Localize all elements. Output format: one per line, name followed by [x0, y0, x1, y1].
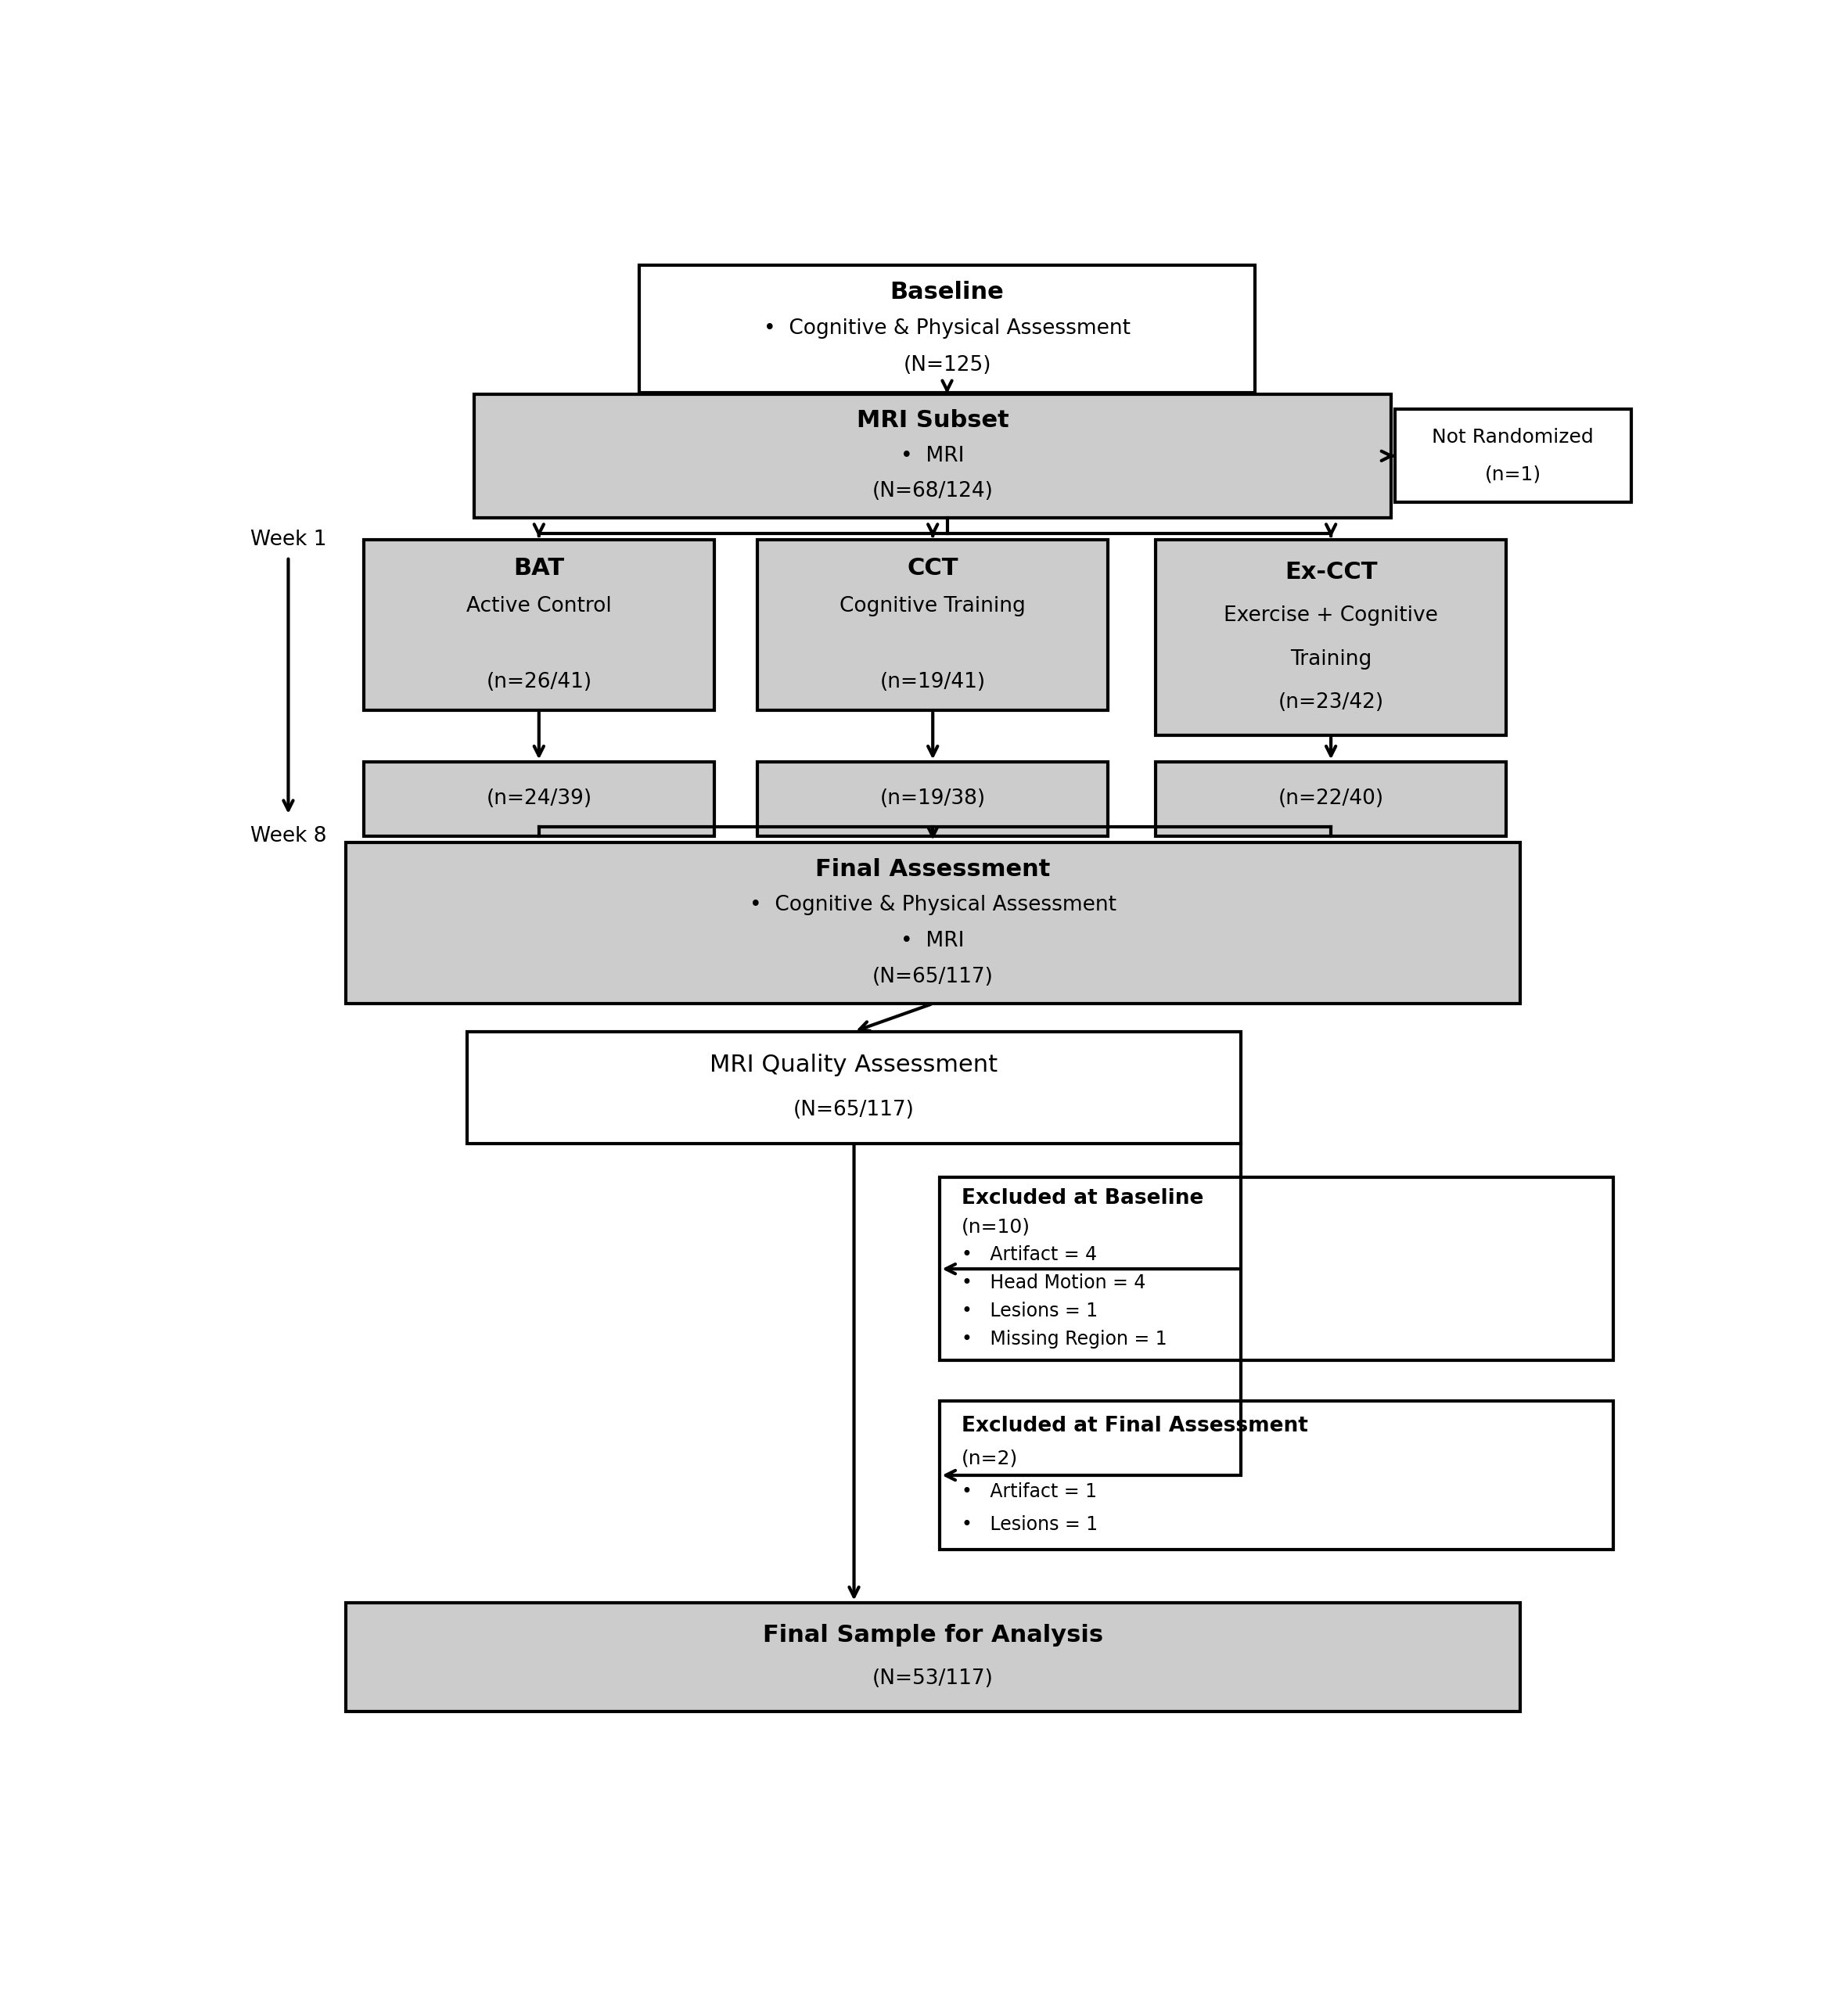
Text: (n=1): (n=1): [1484, 465, 1541, 484]
FancyBboxPatch shape: [639, 266, 1255, 393]
FancyBboxPatch shape: [1155, 540, 1506, 735]
Text: (n=19/41): (n=19/41): [880, 671, 985, 691]
Text: (N=125): (N=125): [904, 355, 991, 375]
FancyBboxPatch shape: [758, 540, 1109, 711]
Text: Not Randomized: Not Randomized: [1432, 427, 1593, 447]
Text: •   Lesions = 1: • Lesions = 1: [961, 1302, 1098, 1320]
Text: •  MRI: • MRI: [900, 445, 965, 465]
Text: •  Cognitive & Physical Assessment: • Cognitive & Physical Assessment: [748, 895, 1116, 915]
FancyBboxPatch shape: [758, 762, 1109, 836]
Text: BAT: BAT: [514, 556, 564, 580]
Text: •   Artifact = 4: • Artifact = 4: [961, 1245, 1098, 1263]
Text: (n=10): (n=10): [961, 1217, 1031, 1235]
Text: •   Head Motion = 4: • Head Motion = 4: [961, 1273, 1146, 1292]
FancyBboxPatch shape: [941, 1400, 1613, 1550]
Text: Exercise + Cognitive: Exercise + Cognitive: [1223, 607, 1438, 627]
Text: Cognitive Training: Cognitive Training: [839, 596, 1026, 617]
Text: (n=26/41): (n=26/41): [486, 671, 591, 691]
Text: Final Assessment: Final Assessment: [815, 858, 1050, 881]
Text: •   Missing Region = 1: • Missing Region = 1: [961, 1330, 1166, 1348]
Text: (N=68/124): (N=68/124): [872, 482, 994, 502]
Text: Week 1: Week 1: [249, 530, 327, 550]
FancyBboxPatch shape: [468, 1032, 1240, 1143]
FancyBboxPatch shape: [346, 842, 1519, 1003]
FancyBboxPatch shape: [941, 1177, 1613, 1360]
FancyBboxPatch shape: [364, 762, 715, 836]
FancyBboxPatch shape: [364, 540, 715, 711]
FancyBboxPatch shape: [475, 393, 1392, 518]
Text: (N=65/117): (N=65/117): [793, 1100, 915, 1120]
FancyBboxPatch shape: [1155, 762, 1506, 836]
Text: Excluded at Baseline: Excluded at Baseline: [961, 1189, 1203, 1209]
FancyBboxPatch shape: [1395, 409, 1632, 502]
Text: Excluded at Final Assessment: Excluded at Final Assessment: [961, 1415, 1308, 1437]
Text: MRI Quality Assessment: MRI Quality Assessment: [710, 1054, 998, 1076]
Text: CCT: CCT: [907, 556, 959, 580]
Text: Active Control: Active Control: [466, 596, 612, 617]
Text: (N=53/117): (N=53/117): [872, 1668, 994, 1689]
Text: Baseline: Baseline: [891, 280, 1003, 304]
Text: (N=65/117): (N=65/117): [872, 967, 994, 987]
Text: MRI Subset: MRI Subset: [857, 409, 1009, 431]
Text: Ex-CCT: Ex-CCT: [1284, 560, 1377, 584]
Text: •   Artifact = 1: • Artifact = 1: [961, 1483, 1096, 1501]
Text: (n=23/42): (n=23/42): [1279, 693, 1384, 713]
FancyBboxPatch shape: [346, 1602, 1519, 1711]
Text: (n=22/40): (n=22/40): [1279, 788, 1384, 808]
Text: (n=2): (n=2): [961, 1449, 1018, 1469]
Text: Final Sample for Analysis: Final Sample for Analysis: [763, 1624, 1103, 1646]
Text: (n=19/38): (n=19/38): [880, 788, 985, 808]
Text: Training: Training: [1290, 649, 1371, 669]
Text: •  MRI: • MRI: [900, 931, 965, 951]
Text: Week 8: Week 8: [249, 826, 327, 846]
Text: (n=24/39): (n=24/39): [486, 788, 591, 808]
Text: •  Cognitive & Physical Assessment: • Cognitive & Physical Assessment: [763, 318, 1131, 339]
Text: •   Lesions = 1: • Lesions = 1: [961, 1515, 1098, 1533]
